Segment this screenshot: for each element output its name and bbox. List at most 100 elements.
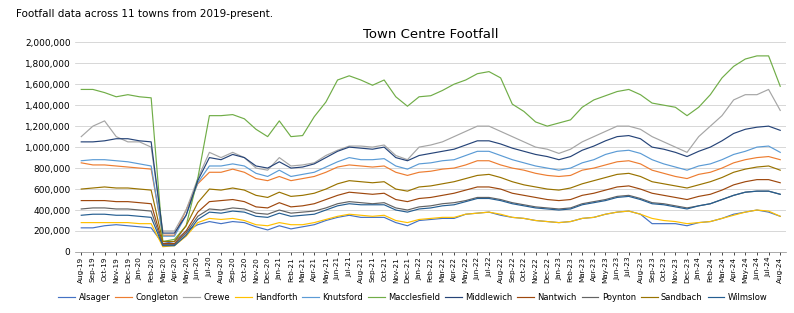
Handforth — [461, 212, 471, 216]
Nantwich — [694, 194, 703, 198]
Wilmslow — [507, 202, 517, 206]
Macclesfield — [251, 127, 260, 131]
Poynton — [776, 192, 785, 196]
Macclesfield — [461, 78, 471, 82]
Congleton — [694, 172, 703, 176]
Wilmslow — [776, 192, 785, 196]
Crewe — [694, 135, 703, 139]
Poynton — [507, 201, 517, 205]
Macclesfield — [776, 85, 785, 88]
Sandbach — [76, 187, 86, 191]
Alsager — [251, 225, 260, 229]
Poynton — [76, 207, 86, 211]
Congleton — [776, 158, 785, 162]
Knutsford — [507, 158, 517, 162]
Nantwich — [333, 193, 342, 197]
Nantwich — [76, 199, 86, 203]
Line: Knutsford: Knutsford — [81, 146, 781, 236]
Line: Handforth: Handforth — [81, 210, 781, 247]
Poynton — [333, 202, 342, 206]
Congleton — [461, 163, 471, 167]
Crewe — [461, 130, 471, 133]
Macclesfield — [228, 113, 237, 116]
Middlewich — [764, 124, 773, 128]
Sandbach — [333, 182, 342, 186]
Line: Middlewich: Middlewich — [81, 126, 781, 233]
Crewe — [333, 148, 342, 152]
Nantwich — [507, 191, 517, 195]
Alsager — [507, 215, 517, 219]
Wilmslow — [76, 213, 86, 217]
Crewe — [507, 135, 517, 139]
Middlewich — [507, 146, 517, 150]
Poynton — [752, 189, 761, 193]
Knutsford — [694, 164, 703, 168]
Knutsford — [251, 172, 260, 175]
Handforth — [228, 217, 237, 220]
Line: Congleton: Congleton — [81, 156, 781, 235]
Macclesfield — [158, 240, 168, 244]
Macclesfield — [333, 78, 342, 82]
Nantwich — [752, 178, 761, 182]
Poynton — [694, 204, 703, 208]
Line: Wilmslow: Wilmslow — [81, 191, 781, 246]
Sandbach — [776, 168, 785, 172]
Sandbach — [461, 177, 471, 180]
Congleton — [228, 167, 237, 171]
Knutsford — [776, 151, 785, 154]
Alsager — [158, 242, 168, 245]
Alsager — [333, 215, 342, 219]
Poynton — [228, 206, 237, 210]
Nantwich — [776, 181, 785, 185]
Poynton — [158, 243, 168, 247]
Line: Macclesfield: Macclesfield — [81, 56, 781, 242]
Congleton — [76, 161, 86, 165]
Knutsford — [158, 234, 168, 238]
Line: Sandbach: Sandbach — [81, 166, 781, 242]
Wilmslow — [752, 189, 761, 193]
Sandbach — [228, 186, 237, 190]
Middlewich — [694, 149, 703, 153]
Handforth — [76, 221, 86, 224]
Nantwich — [251, 205, 260, 209]
Congleton — [507, 166, 517, 170]
Handforth — [251, 223, 260, 227]
Title: Town Centre Footfall: Town Centre Footfall — [363, 28, 499, 41]
Line: Nantwich: Nantwich — [81, 180, 781, 244]
Crewe — [776, 109, 785, 112]
Sandbach — [251, 193, 260, 197]
Wilmslow — [228, 209, 237, 213]
Middlewich — [158, 231, 168, 235]
Sandbach — [507, 180, 517, 184]
Congleton — [764, 155, 773, 158]
Alsager — [228, 220, 237, 223]
Sandbach — [694, 183, 703, 187]
Congleton — [158, 233, 168, 237]
Middlewich — [76, 140, 86, 144]
Handforth — [507, 215, 517, 219]
Poynton — [251, 211, 260, 215]
Alsager — [461, 212, 471, 216]
Alsager — [76, 226, 86, 230]
Wilmslow — [251, 214, 260, 218]
Crewe — [764, 88, 773, 91]
Knutsford — [461, 154, 471, 157]
Alsager — [694, 221, 703, 224]
Text: Footfall data across 11 towns from 2019-present.: Footfall data across 11 towns from 2019-… — [16, 9, 273, 19]
Macclesfield — [507, 102, 517, 106]
Knutsford — [76, 159, 86, 163]
Handforth — [333, 214, 342, 218]
Macclesfield — [694, 105, 703, 109]
Middlewich — [251, 164, 260, 168]
Sandbach — [158, 240, 168, 244]
Poynton — [461, 199, 471, 203]
Knutsford — [764, 144, 773, 148]
Crewe — [158, 229, 168, 233]
Middlewich — [461, 143, 471, 147]
Wilmslow — [333, 204, 342, 208]
Crewe — [228, 151, 237, 154]
Handforth — [694, 221, 703, 224]
Nantwich — [461, 188, 471, 192]
Handforth — [752, 208, 761, 212]
Alsager — [776, 214, 785, 218]
